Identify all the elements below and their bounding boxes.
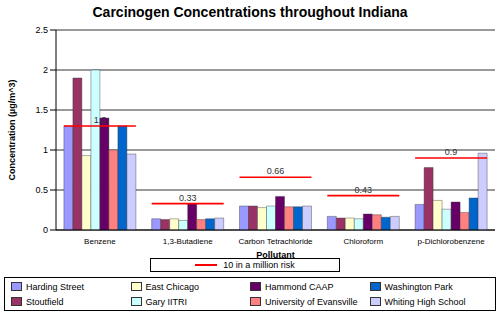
html-text:Whiting High School: Whiting High School: [384, 296, 466, 307]
html-text:East Chicago: East Chicago: [145, 281, 199, 292]
svg-text:0.43: 0.43: [355, 185, 373, 195]
html-text:Harding Street: Harding Street: [26, 281, 84, 292]
svg-text:p-Dichlorobenzene: p-Dichlorobenzene: [418, 237, 486, 246]
svg-text:Benzene: Benzene: [84, 237, 116, 246]
svg-text:0.66: 0.66: [267, 166, 285, 176]
svg-text:0.33: 0.33: [179, 193, 197, 203]
svg-text:0.9: 0.9: [445, 147, 458, 157]
html-text:Stoutfield: Stoutfield: [26, 296, 64, 307]
svg-text:Chloroform: Chloroform: [344, 237, 384, 246]
svg-text:Carbon Tetrachloride: Carbon Tetrachloride: [238, 237, 313, 246]
html-text:10 in a million risk: 10 in a million risk: [223, 260, 295, 270]
svg-text:Pollutant: Pollutant: [256, 250, 295, 258]
svg-text:2.5: 2.5: [35, 25, 48, 35]
html-text:University of Evansville: University of Evansville: [265, 296, 358, 307]
svg-text:0: 0: [43, 225, 48, 235]
svg-text:1,3-Butadiene: 1,3-Butadiene: [163, 237, 213, 246]
svg-text:1: 1: [43, 145, 48, 155]
svg-text:Concentration (µg/m^3): Concentration (µg/m^3): [8, 80, 17, 181]
html-text:Washington Park: Washington Park: [384, 281, 453, 292]
svg-text:0.5: 0.5: [35, 185, 48, 195]
svg-text:2: 2: [43, 65, 48, 75]
svg-text:1.5: 1.5: [35, 105, 48, 115]
html-text:Carcinogen Concentrations thro: Carcinogen Concentrations throughout Ind…: [92, 4, 408, 20]
html-text:Hammond CAAP: Hammond CAAP: [265, 281, 334, 292]
html-text:Gary IITRI: Gary IITRI: [145, 296, 187, 307]
svg-text:1.3: 1.3: [94, 115, 107, 125]
